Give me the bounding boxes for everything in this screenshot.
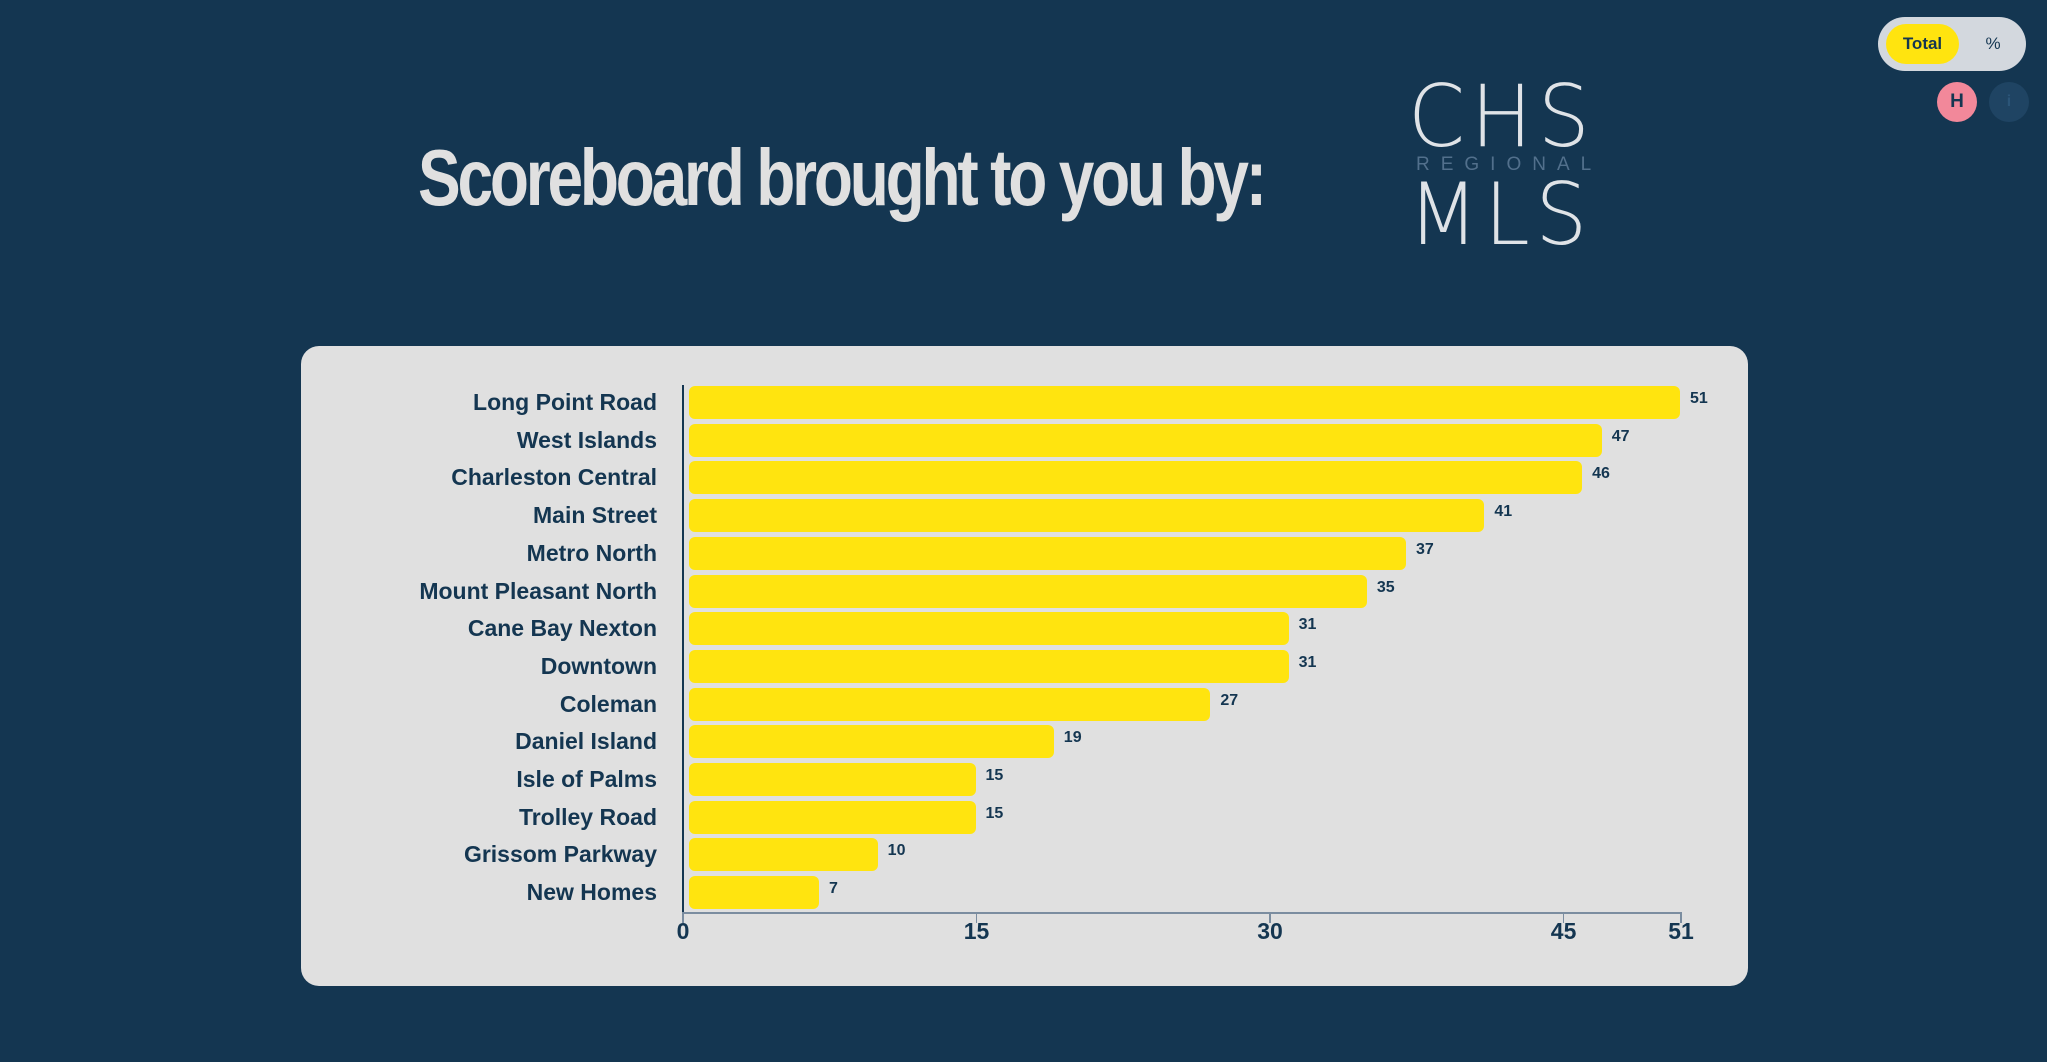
bar[interactable] xyxy=(689,574,1367,608)
category-label: Long Point Road xyxy=(473,389,657,415)
x-tick xyxy=(1269,912,1271,923)
category-label: Daniel Island xyxy=(515,728,657,755)
bar[interactable] xyxy=(689,876,819,910)
chs-regional-mls-logo: CHS REGIONAL MLS xyxy=(1408,74,1598,258)
x-tick xyxy=(1680,912,1682,923)
x-tick-label: 51 xyxy=(1668,918,1694,944)
bar-row: Coleman 27 xyxy=(301,687,1748,721)
logo-mls: MLS xyxy=(1408,165,1593,265)
toggle-total-option[interactable]: Total xyxy=(1886,24,1959,64)
category-label: Charleston Central xyxy=(451,464,657,491)
category-label: West Islands xyxy=(516,426,657,453)
value-label: 51 xyxy=(1690,390,1708,407)
value-label: 31 xyxy=(1298,653,1317,671)
bar[interactable] xyxy=(689,612,1289,646)
bar[interactable] xyxy=(689,838,878,872)
x-tick xyxy=(975,912,978,923)
value-label: 7 xyxy=(828,880,838,898)
x-tick-label: 15 xyxy=(963,918,990,944)
bar-row: Long Point Road 51 xyxy=(301,386,1748,419)
logo-regional: REGIONAL xyxy=(1416,154,1603,175)
bar-row: Isle of Palms 15 xyxy=(301,763,1748,796)
x-tick xyxy=(682,912,684,923)
category-label: Metro North xyxy=(526,539,657,566)
info-icon[interactable]: i xyxy=(1989,82,2029,122)
category-label: Cane Bay Nexton xyxy=(467,615,657,642)
bar[interactable] xyxy=(689,423,1602,457)
value-label: 46 xyxy=(1592,465,1610,483)
bar-row: Trolley Road 15 xyxy=(301,800,1748,834)
value-label: 15 xyxy=(985,804,1004,822)
category-label: Trolley Road xyxy=(518,803,657,830)
category-label: Isle of Palms xyxy=(516,766,657,792)
value-label: 41 xyxy=(1494,503,1513,521)
bar[interactable] xyxy=(689,386,1680,419)
bar[interactable] xyxy=(689,800,976,834)
value-label: 31 xyxy=(1298,616,1317,634)
bar[interactable] xyxy=(689,499,1485,533)
category-label: New Homes xyxy=(526,879,657,906)
bar-row: Cane Bay Nexton 31 xyxy=(301,612,1748,646)
h-avatar-button[interactable]: H xyxy=(1937,82,1977,122)
category-label: Coleman xyxy=(559,690,657,717)
total-percent-toggle[interactable]: Total % xyxy=(1878,17,2026,71)
value-label: 37 xyxy=(1416,540,1434,558)
x-tick-label: 30 xyxy=(1257,918,1283,944)
logo-chs: CHS xyxy=(1408,67,1596,167)
value-label: 10 xyxy=(887,842,906,860)
bar-row: Charleston Central 46 xyxy=(301,461,1748,495)
bar[interactable] xyxy=(689,536,1407,570)
category-label: Mount Pleasant North xyxy=(419,577,657,604)
x-axis-line xyxy=(682,912,1680,914)
bar-row: Daniel Island 19 xyxy=(301,725,1748,759)
bar[interactable] xyxy=(689,461,1583,495)
page-title: Scoreboard brought to you by: xyxy=(418,133,1267,222)
toggle-percent-option[interactable]: % xyxy=(1985,34,2001,53)
category-label: Grissom Parkway xyxy=(463,841,657,868)
x-tick-label: 0 xyxy=(676,918,690,944)
x-tick xyxy=(1562,912,1565,923)
bar[interactable] xyxy=(689,649,1289,683)
value-label: 19 xyxy=(1063,729,1082,747)
bar-row: Downtown 31 xyxy=(301,649,1748,683)
bar[interactable] xyxy=(689,763,976,796)
category-label: Main Street xyxy=(533,502,657,529)
category-label: Downtown xyxy=(540,652,657,679)
bar[interactable] xyxy=(689,725,1054,759)
bar-row: Grissom Parkway 10 xyxy=(301,838,1748,872)
bar-row: Main Street 41 xyxy=(301,499,1748,533)
y-axis-line xyxy=(682,385,684,913)
bar-row: New Homes 7 xyxy=(301,876,1748,910)
value-label: 35 xyxy=(1376,578,1395,596)
value-label: 47 xyxy=(1611,427,1630,445)
x-tick-label: 45 xyxy=(1550,918,1577,944)
bar[interactable] xyxy=(689,687,1211,721)
value-label: 27 xyxy=(1220,691,1239,709)
bar-row: Metro North 37 xyxy=(301,536,1748,570)
bar-row: Mount Pleasant North 35 xyxy=(301,574,1748,608)
value-label: 15 xyxy=(985,767,1004,784)
bar-row: West Islands 47 xyxy=(301,423,1748,457)
scoreboard-chart-card: Long Point Road 51 West Islands 47 Charlesto… xyxy=(301,346,1748,986)
